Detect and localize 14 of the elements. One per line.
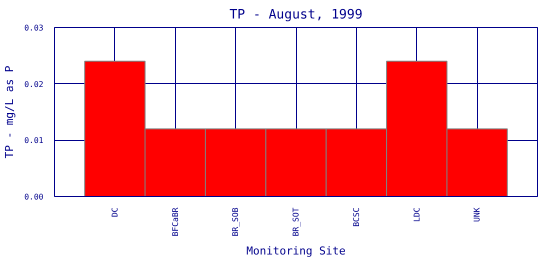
x-tick-label: BR_SOT — [292, 207, 300, 236]
y-tick-label: 0.01 — [24, 136, 44, 146]
x-tick-label: DC — [110, 207, 120, 218]
x-tick-label: BCSC — [352, 207, 361, 227]
x-tick-label: BFCaBR — [170, 207, 180, 236]
x-tick-label: LDC — [412, 207, 422, 222]
x-tick-label: UNK — [472, 207, 482, 222]
y-axis-title: TP - mg/L as P — [3, 65, 16, 158]
y-tick-label: 0.00 — [24, 192, 44, 202]
chart-title: TP - August, 1999 — [229, 8, 363, 22]
y-tick-label: 0.02 — [24, 80, 44, 89]
y-tick-label: 0.03 — [24, 24, 44, 32]
x-axis-title: Monitoring Site — [246, 244, 346, 258]
x-tick-label: BR_SOB — [231, 207, 240, 236]
